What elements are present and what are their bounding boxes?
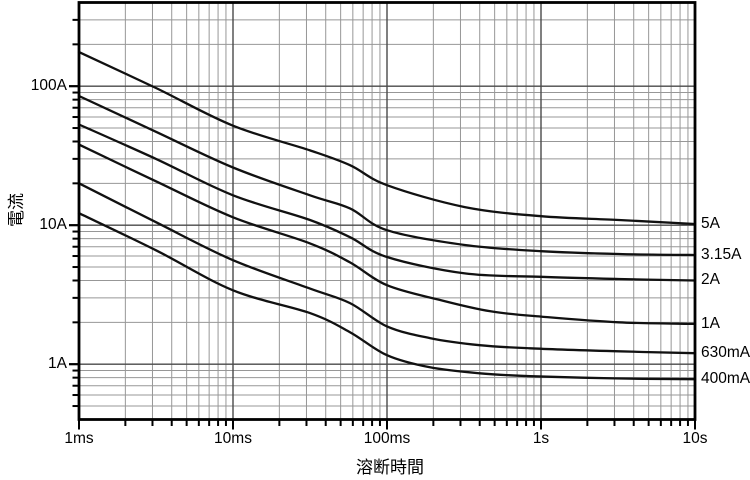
x-tick-label-10s: 10s xyxy=(682,430,708,447)
x-tick-label-1s: 1s xyxy=(532,430,550,447)
curve-label-1a: 1A xyxy=(701,315,720,332)
y-axis-title: 電流 xyxy=(7,193,26,227)
curve-label-3-15a: 3.15A xyxy=(701,246,742,263)
curve-2a xyxy=(77,123,697,282)
plot-frame xyxy=(77,1,697,421)
y-tick-label-10a: 10A xyxy=(39,216,67,233)
curve-630ma xyxy=(77,182,697,355)
curve-3-15a xyxy=(77,94,697,257)
x-tick-label-10ms: 10ms xyxy=(214,430,252,447)
curve-label-2a: 2A xyxy=(701,271,720,288)
curve-5a xyxy=(77,50,697,226)
curve-label-400ma: 400mA xyxy=(701,370,750,387)
curve-400ma xyxy=(77,212,697,381)
x-tick-label-100ms: 100ms xyxy=(363,430,411,447)
curve-1a xyxy=(77,143,697,326)
y-tick-label-1a: 1A xyxy=(48,355,67,372)
y-tick-label-100a: 100A xyxy=(30,77,67,94)
x-tick-label-1ms: 1ms xyxy=(64,430,94,447)
curve-label-630ma: 630mA xyxy=(701,344,750,361)
curve-label-5a: 5A xyxy=(701,215,720,232)
x-axis-title: 溶断時間 xyxy=(356,458,424,477)
